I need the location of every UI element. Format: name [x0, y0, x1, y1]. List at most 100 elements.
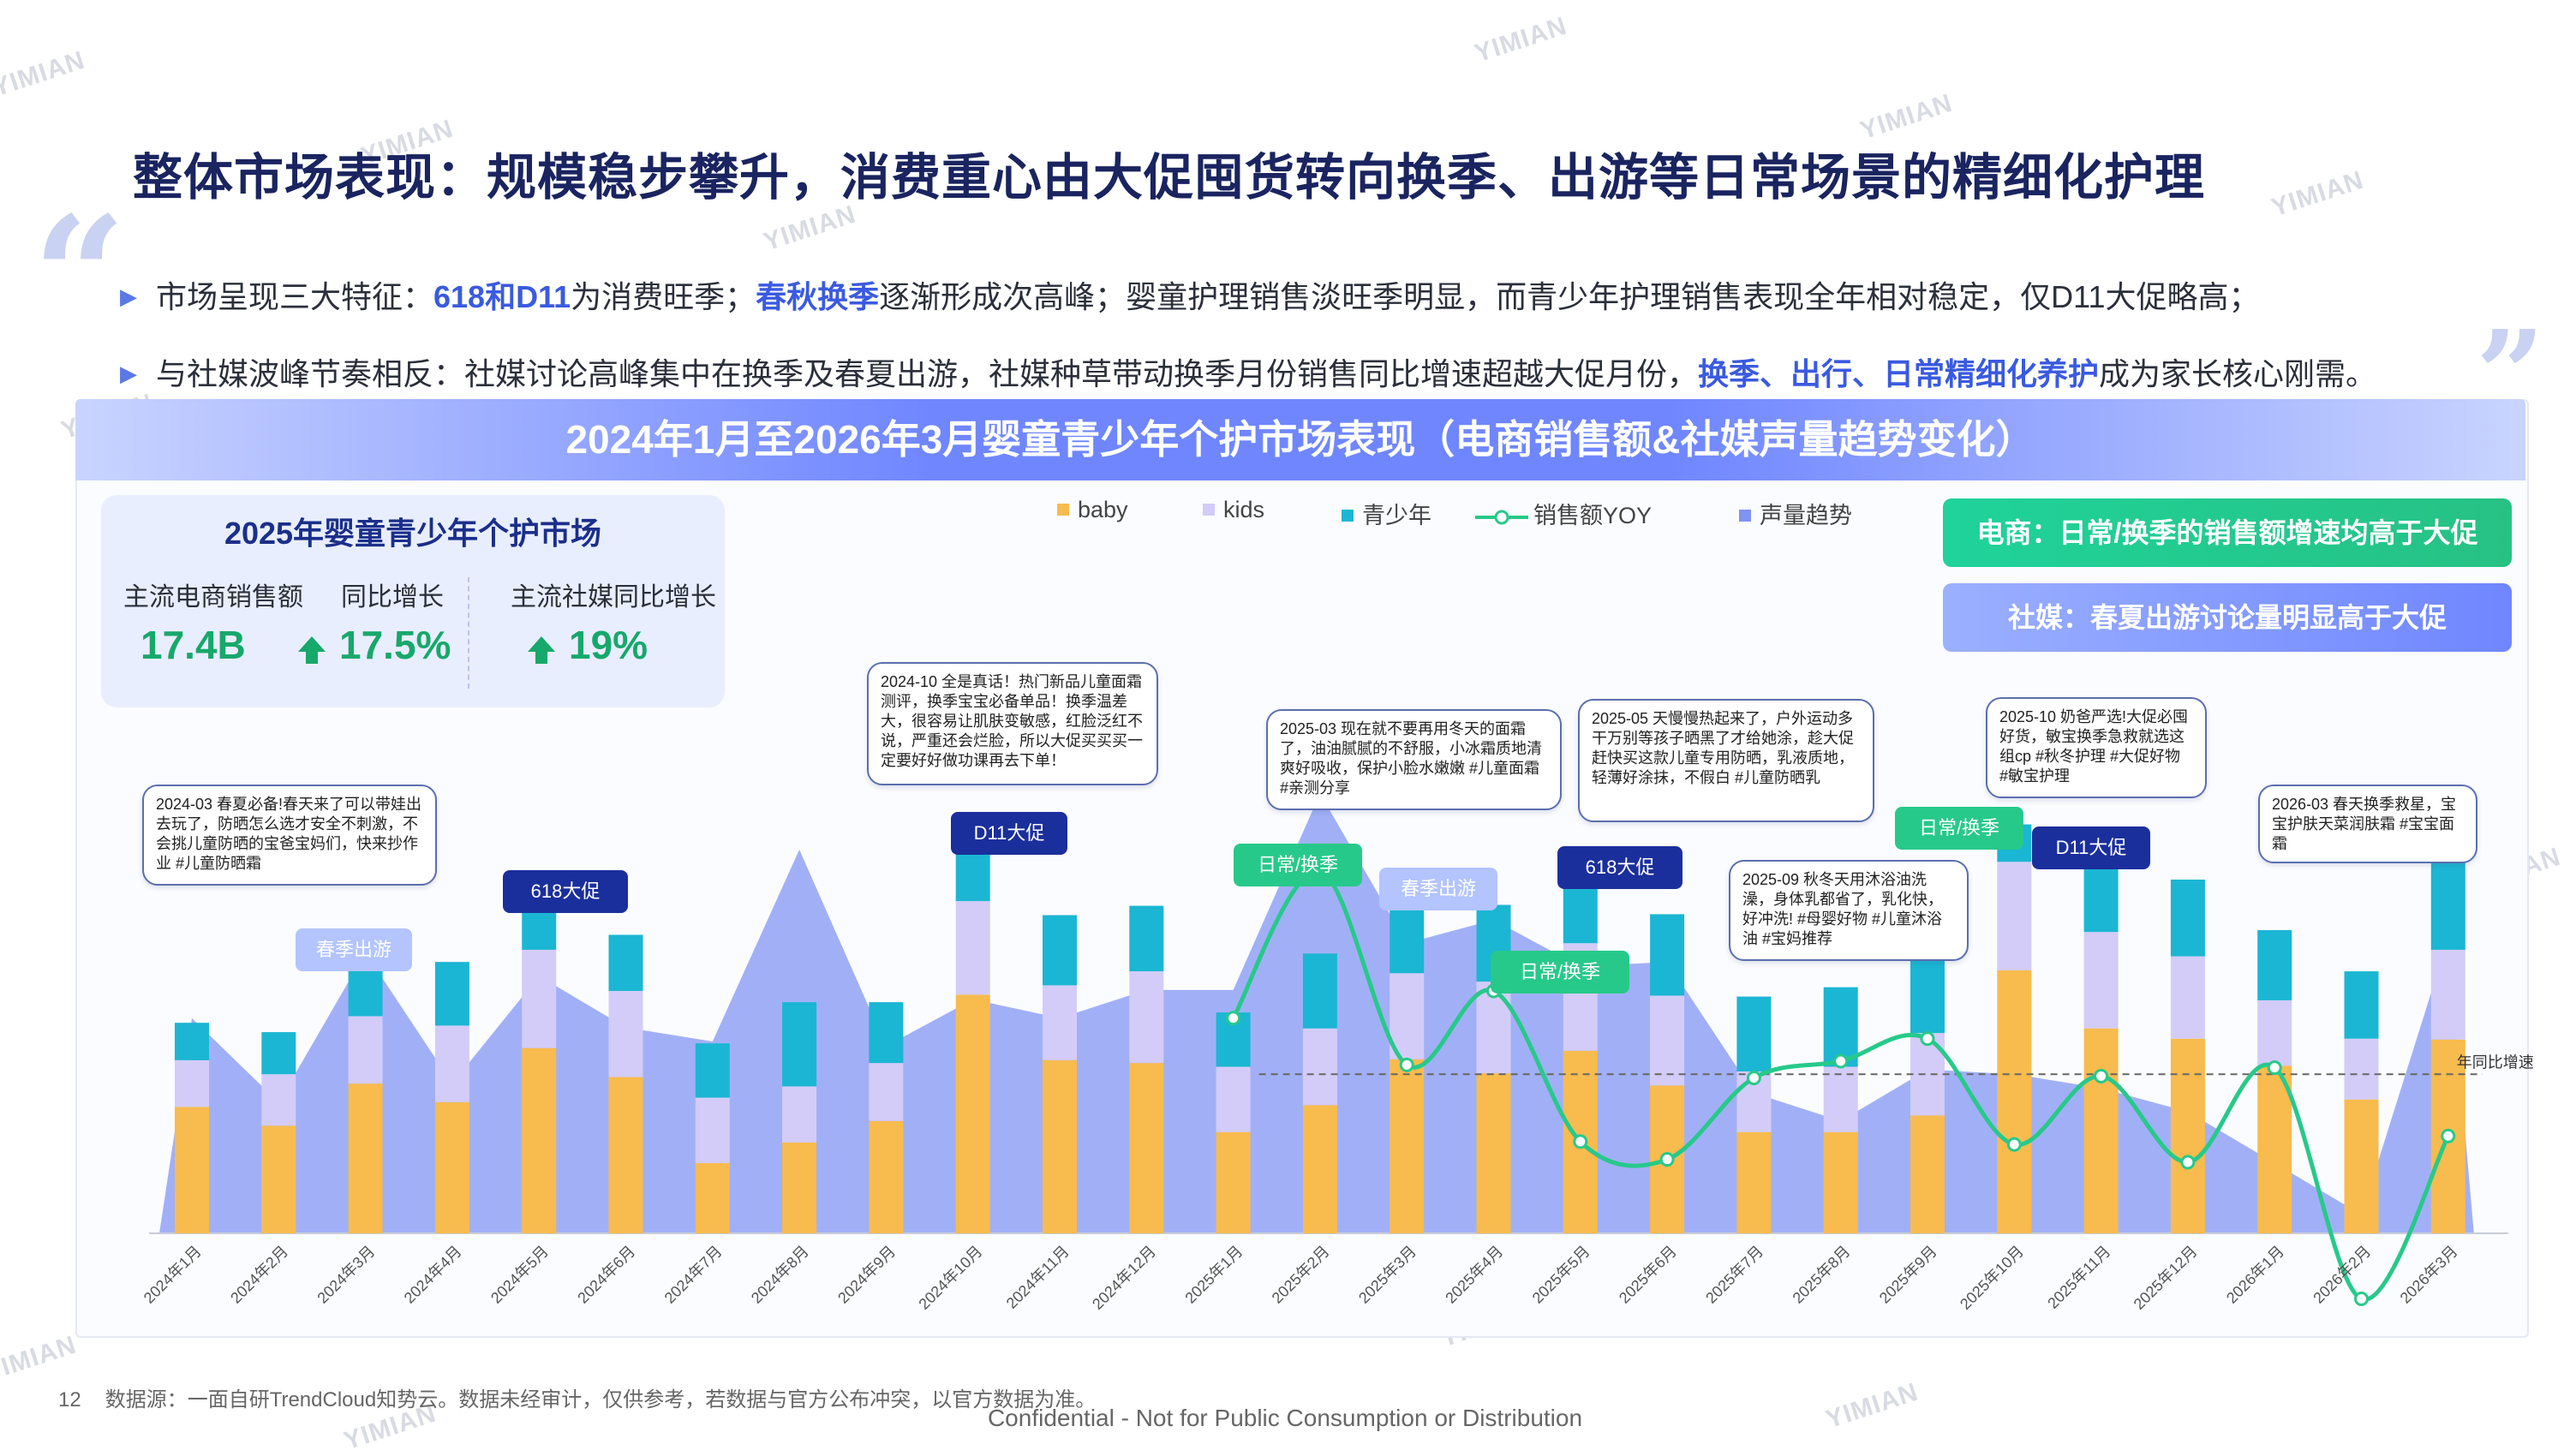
- comment-bubble: 2025-03 现在就不要再用冬天的面霜了，油油腻腻的不舒服，小冰霜质地清爽好吸…: [1266, 709, 1562, 810]
- bar-kids: [695, 1097, 730, 1164]
- legend-label: 声量趋势: [1760, 503, 1852, 528]
- legend-label: baby: [1078, 497, 1128, 522]
- bar-kids: [1823, 1066, 1858, 1132]
- event-tag-spring-travel: 春季出游: [296, 928, 412, 971]
- bullet-arrow-icon: ▶: [120, 283, 137, 309]
- bullet-highlight: 618和D11: [433, 279, 571, 314]
- bullet-highlight: 春秋换季: [756, 279, 880, 314]
- bar-青少年: [2257, 930, 2292, 1000]
- kpi-title: 2025年婴童青少年个护市场: [224, 516, 602, 551]
- event-tag-d11: D11大促: [951, 812, 1067, 855]
- bar-青少年: [695, 1043, 730, 1098]
- kpi-value-growth: 17.5%: [298, 622, 451, 668]
- legend-baby: baby: [1057, 497, 1128, 523]
- yoy-point: [2094, 1068, 2109, 1083]
- bar-青少年: [175, 1023, 209, 1060]
- bullet-highlight: 换季、出行、日常精细化养护: [1698, 356, 2100, 391]
- bar-kids: [1216, 1066, 1251, 1132]
- bar-baby: [261, 1125, 296, 1233]
- legend-label: 青少年: [1362, 503, 1431, 528]
- bullet-1: ▶ 市场呈现三大特征：618和D11为消费旺季；春秋换季逐渐形成次高峰；婴童护理销…: [120, 272, 2260, 317]
- footer: 12 数据源：一面自研TrendCloud知势云。数据未经审计，仅供参考，若数据与…: [58, 1382, 1096, 1412]
- bar-青少年: [869, 1002, 904, 1064]
- bar-kids: [2083, 932, 2119, 1029]
- bullet-arrow-icon: ▶: [120, 361, 137, 386]
- x-tick-label: 2025年2月: [1269, 1243, 1333, 1307]
- bar-kids: [522, 949, 557, 1048]
- legend-swatch: [1739, 510, 1751, 522]
- yoy-point: [1573, 1134, 1588, 1149]
- bar-kids: [434, 1025, 469, 1103]
- bar-baby: [522, 1047, 557, 1233]
- bar-kids: [2257, 1000, 2292, 1066]
- bar-青少年: [1650, 914, 1685, 996]
- bar-青少年: [1823, 987, 1858, 1067]
- kpi-value-social-text: 19%: [569, 623, 648, 667]
- x-tick-label: 2025年6月: [1616, 1243, 1680, 1307]
- yoy-reference-label: 年同比增速: [2457, 1053, 2534, 1071]
- yoy-point: [1399, 1057, 1414, 1072]
- kpi-label-social: 主流社媒同比增长: [511, 583, 716, 612]
- kpi-label-growth: 同比增长: [341, 583, 444, 612]
- x-tick-label: 2024年8月: [748, 1243, 812, 1307]
- yoy-point: [2006, 1137, 2022, 1152]
- legend-volume: 声量趋势: [1739, 497, 1852, 530]
- legend-label: kids: [1223, 497, 1265, 522]
- comment-bubble: 2025-05 天慢慢热起来了，户外运动多干万别等孩子晒黑了才给她涂，趁大促赶快…: [1578, 699, 1874, 822]
- bar-kids: [2430, 949, 2465, 1040]
- bullet-text: 与社媒波峰节奏相反：社媒讨论高峰集中在换季及春夏出游，社媒种草带动换季月份销售同…: [156, 356, 1699, 391]
- bar-青少年: [782, 1002, 817, 1087]
- bar-baby: [2170, 1038, 2205, 1233]
- comment-bubble: 2026-03 春天换季救星，宝宝护肤天菜润肤霜 #宝宝面霜: [2258, 785, 2477, 863]
- bar-青少年: [2344, 971, 2379, 1039]
- bar-kids: [1650, 995, 1685, 1086]
- bar-baby: [1823, 1132, 1858, 1233]
- bar-kids: [1043, 985, 1077, 1060]
- bar-baby: [1043, 1059, 1077, 1233]
- legend-swatch: [1203, 504, 1215, 516]
- page-title: 整体市场表现：规模稳步攀升，消费重心由大促囤货转向换季、出游等日常场景的精细化护…: [133, 150, 2206, 206]
- kpi-value-growth-text: 17.5%: [339, 623, 451, 667]
- social-note: 社媒：春夏出游讨论量明显高于大促: [1943, 583, 2512, 652]
- yoy-point: [2354, 1291, 2369, 1306]
- open-quote-icon: “: [33, 181, 127, 372]
- bar-baby: [1997, 970, 2032, 1233]
- bar-baby: [2344, 1099, 2379, 1233]
- yoy-point: [1920, 1031, 1935, 1047]
- bar-kids: [782, 1086, 817, 1143]
- event-tag-618: 618大促: [1557, 846, 1682, 889]
- bar-kids: [175, 1059, 209, 1107]
- x-tick-label: 2025年7月: [1702, 1243, 1766, 1307]
- bar-kids: [1390, 973, 1425, 1059]
- bar-kids: [869, 1063, 904, 1121]
- bar-kids: [1129, 971, 1164, 1064]
- yoy-point: [2180, 1155, 2196, 1170]
- event-tag-daily: 日常/换季: [1234, 844, 1362, 886]
- yoy-point: [1659, 1152, 1675, 1167]
- up-arrow-icon: [528, 636, 555, 664]
- bullet-text: 为消费旺季；: [571, 279, 756, 314]
- x-tick-label: 2025年12月: [2131, 1243, 2201, 1313]
- bar-baby: [695, 1163, 730, 1233]
- bar-baby: [1390, 1059, 1425, 1233]
- legend-label: 销售额YOY: [1533, 503, 1653, 528]
- bar-baby: [2257, 1065, 2292, 1233]
- bar-kids: [348, 1016, 383, 1084]
- comment-bubble: 2024-03 春夏必备!春天来了可以带娃出去玩了，防晒怎么选才安全不刺激，不会…: [142, 785, 437, 886]
- bar-kids: [608, 991, 643, 1077]
- bar-青少年: [2430, 861, 2465, 950]
- bar-baby: [1476, 1073, 1511, 1233]
- x-tick-label: 2024年2月: [227, 1243, 291, 1307]
- comment-bubble: 2024-10 全是真话！热门新品儿童面霜测评，换季宝宝必备单品！换季温差大，很…: [867, 662, 1158, 785]
- bar-baby: [1302, 1105, 1337, 1233]
- kpi-value-social: 19%: [528, 622, 648, 668]
- yoy-point: [1833, 1053, 1849, 1069]
- kpi-value-sales: 17.4B: [140, 623, 246, 667]
- bullet-2: ▶ 与社媒波峰节奏相反：社媒讨论高峰集中在换季及春夏出游，社媒种草带动换季月份销售…: [120, 349, 2376, 394]
- bar-baby: [1216, 1132, 1251, 1233]
- page-number: 12: [58, 1388, 81, 1411]
- yoy-point: [2267, 1060, 2282, 1076]
- bar-kids: [955, 901, 990, 995]
- x-tick-label: 2025年4月: [1442, 1243, 1506, 1307]
- legend-kids: kids: [1203, 497, 1264, 523]
